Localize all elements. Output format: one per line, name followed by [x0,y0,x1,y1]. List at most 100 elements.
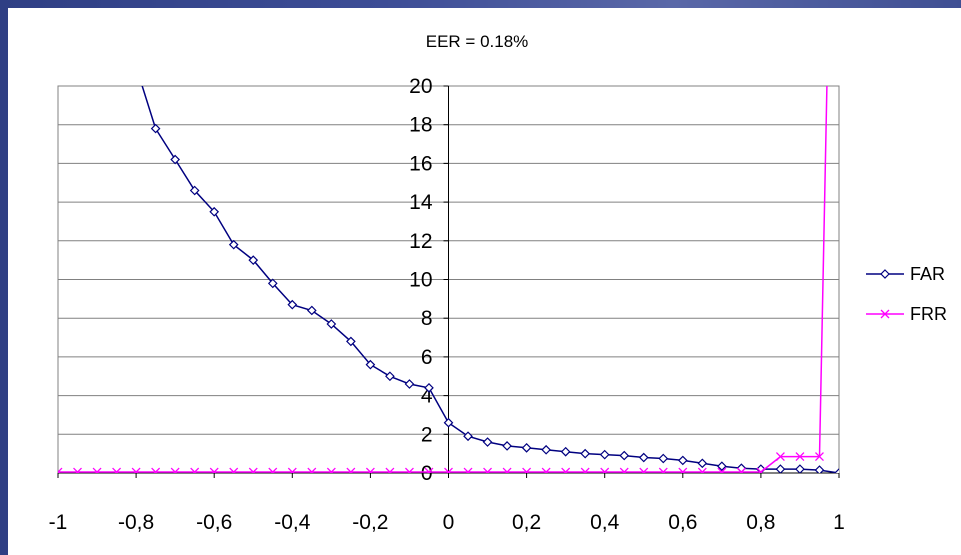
y-tick-label: 16 [409,152,432,175]
frr-point-marker [190,467,200,473]
frr-point-marker [424,467,434,473]
frr-point-marker [229,467,239,473]
frr-point-marker [92,467,102,473]
frr-point-marker [287,467,297,473]
far-point-marker [482,437,493,447]
x-tick-label: -0,6 [196,511,232,534]
far-point-marker [170,154,180,165]
x-tick-label: 1 [833,511,845,534]
legend: FAR FRR [866,264,947,324]
frr-point-marker [248,467,258,473]
far-point-marker [248,255,259,265]
frr-point-marker [365,467,375,473]
frr-point-marker [268,467,278,473]
frr-point-marker [404,467,414,473]
frr-point-marker [580,467,590,473]
frr-point-marker [658,467,668,473]
frr-point-marker [444,467,453,473]
frr-point-marker [307,467,317,473]
y-tick-label: 6 [421,346,433,369]
x-tick-label: 0 [443,511,455,534]
x-tick-label: -0,4 [274,511,311,534]
x-tick-label: 0,4 [590,511,620,534]
frr-point-marker [131,467,141,473]
x-tick-labels: -1 -0,8 -0,6 -0,4 -0,2 0 0,2 0,4 0,6 0,8 1 [49,473,845,534]
far-point-marker [189,185,200,196]
far-point-marker [385,371,395,382]
frr-point-marker [639,467,649,473]
frr-point-marker [502,467,512,473]
frr-point-marker [756,467,766,473]
far-point-marker [443,417,454,428]
far-point-marker [404,379,415,389]
frr-point-marker [73,467,82,473]
frr-point-marker [541,467,551,473]
frr-point-marker [880,309,890,319]
far-point-marker [463,431,473,442]
x-tick-label: -0,2 [352,511,388,534]
far-point-marker [150,123,161,134]
far-point-marker [287,299,298,310]
y-tick-label: 20 [409,75,432,98]
far-point-marker [677,455,688,466]
y-tick-label: 2 [421,423,433,446]
x-tick-label: 0,6 [668,511,697,534]
frr-point-marker [463,467,473,473]
far-point-marker [424,383,434,393]
far-point-marker [834,468,839,473]
x-tick-label: -0,8 [118,511,154,534]
far-point-marker [717,461,727,472]
frr-point-marker [151,467,161,473]
chart-title: EER = 0.18% [426,32,529,51]
frr-point-marker [815,452,824,462]
frr-point-marker [483,467,493,473]
y-tick-label: 0 [421,462,433,485]
frr-point-marker [697,467,707,473]
x-tick-label: 0,8 [746,511,775,534]
x-tick-label: -1 [49,511,68,534]
far-point-marker [521,442,532,453]
series-frr [58,86,828,473]
far-point-marker [638,452,649,463]
far-point-marker [658,453,669,464]
y-tick-label: 12 [409,230,432,253]
frr-point-marker [619,467,629,473]
frr-point-marker [326,467,336,473]
frr-point-marker [795,452,805,462]
frr-point-marker [678,467,688,473]
frr-point-marker [209,467,219,473]
frr-point-marker [522,467,532,473]
far-point-marker [306,305,317,316]
far-point-marker [326,319,337,329]
far-point-marker [795,464,805,473]
y-tick-label: 14 [409,191,433,214]
frr-point-marker [112,467,122,473]
far-point-marker [814,465,825,473]
series-far [141,86,839,473]
far-legend-label: FAR [910,264,945,284]
frr-legend-label: FRR [910,304,947,324]
frr-point-marker [561,467,571,473]
far-point-marker [560,446,571,457]
frr-point-marker [58,467,63,473]
far-point-marker [365,359,376,370]
far-point-marker [599,449,610,460]
y-tick-label: 18 [409,114,432,137]
series-layer [58,86,839,473]
frr-point-marker [717,467,727,473]
far-point-marker [775,464,786,473]
y-tick-label: 10 [409,269,432,292]
far-point-marker [619,450,630,461]
far-point-marker [580,448,591,459]
far-point-marker [209,206,220,217]
y-tick-label: 8 [421,307,433,330]
far-point-marker [228,239,239,250]
far-point-marker [880,269,890,279]
frr-point-marker [775,452,785,462]
far-point-marker [346,336,356,347]
far-point-marker [697,458,708,469]
x-tick-label: 0,2 [512,511,541,534]
far-point-marker [267,278,278,289]
